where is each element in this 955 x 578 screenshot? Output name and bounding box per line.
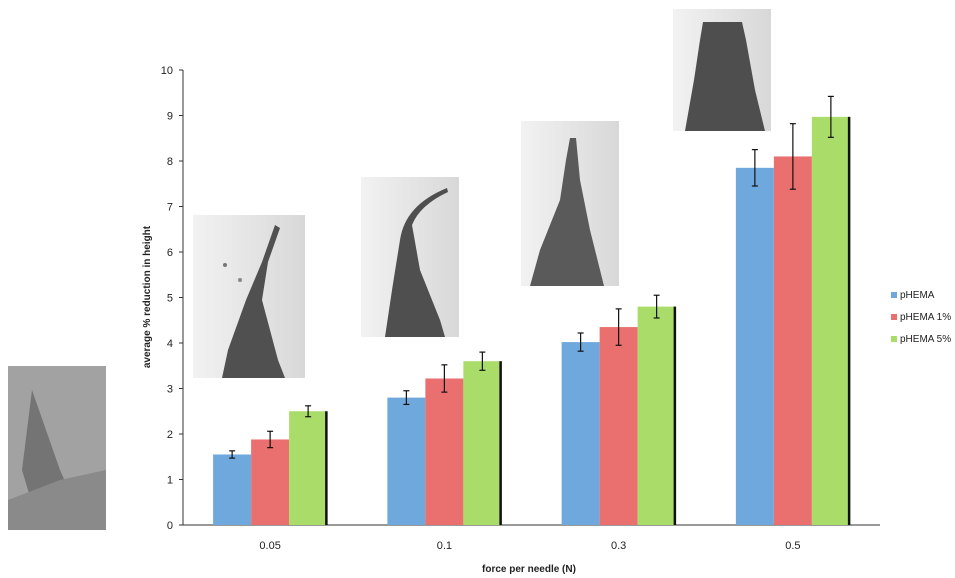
bar-shadow-edge (673, 306, 677, 525)
bar-phema-5--0.1 (463, 361, 502, 525)
y-tick-label: 10 (161, 65, 173, 77)
y-axis-title: average % reduction in height (142, 225, 153, 368)
needle-photo-05 (673, 9, 771, 131)
bar-shadow-edge (499, 361, 502, 525)
legend-label: pHEMA 5% (900, 334, 951, 345)
bar-shadow-edge (325, 411, 328, 525)
bar-phema-5--0.5 (811, 116, 850, 526)
x-axis-title: force per needle (N) (482, 564, 576, 575)
bar-phema-0.5 (735, 167, 774, 525)
bar-phema-5--0.3 (637, 306, 676, 525)
bar-phema-0.1 (387, 397, 426, 525)
y-tick-label: 4 (167, 338, 173, 350)
bar-phema-0.05 (213, 454, 252, 525)
y-tick-label: 0 (167, 520, 173, 532)
y-tick-label: 6 (167, 247, 173, 259)
x-tick-label: 0.5 (785, 540, 800, 552)
bar-shadow-edge (847, 116, 851, 526)
bar-phema-1--0.05 (251, 439, 290, 525)
needle-photo-005 (193, 215, 305, 378)
legend-swatch (891, 292, 897, 298)
bar-phema-0.3 (561, 342, 600, 525)
bar-phema-1--0.5 (773, 156, 812, 525)
y-tick-label: 1 (167, 475, 173, 487)
legend-swatch (891, 314, 897, 320)
needle-photo-01 (361, 177, 459, 337)
legend-label: pHEMA 1% (900, 312, 951, 323)
needle-photo-03 (521, 121, 619, 286)
legend: pHEMA pHEMA 1% pHEMA 5% (891, 290, 951, 345)
x-tick-label: 0.05 (259, 540, 280, 552)
bar-phema-5--0.05 (289, 411, 328, 525)
y-tick-label: 9 (167, 111, 173, 123)
bar-phema-1--0.1 (425, 378, 464, 525)
legend-swatch (891, 336, 897, 342)
needle-photo-left (8, 366, 106, 530)
y-tick-label: 5 (167, 293, 173, 305)
y-tick-label: 8 (167, 156, 173, 168)
y-tick-label: 7 (167, 202, 173, 214)
x-tick-label: 0.3 (611, 540, 626, 552)
x-tick-label: 0.1 (437, 540, 452, 552)
y-tick-label: 2 (167, 429, 173, 441)
legend-label: pHEMA (900, 290, 935, 301)
y-tick-label: 3 (167, 384, 173, 396)
bar-phema-1--0.3 (599, 327, 638, 525)
